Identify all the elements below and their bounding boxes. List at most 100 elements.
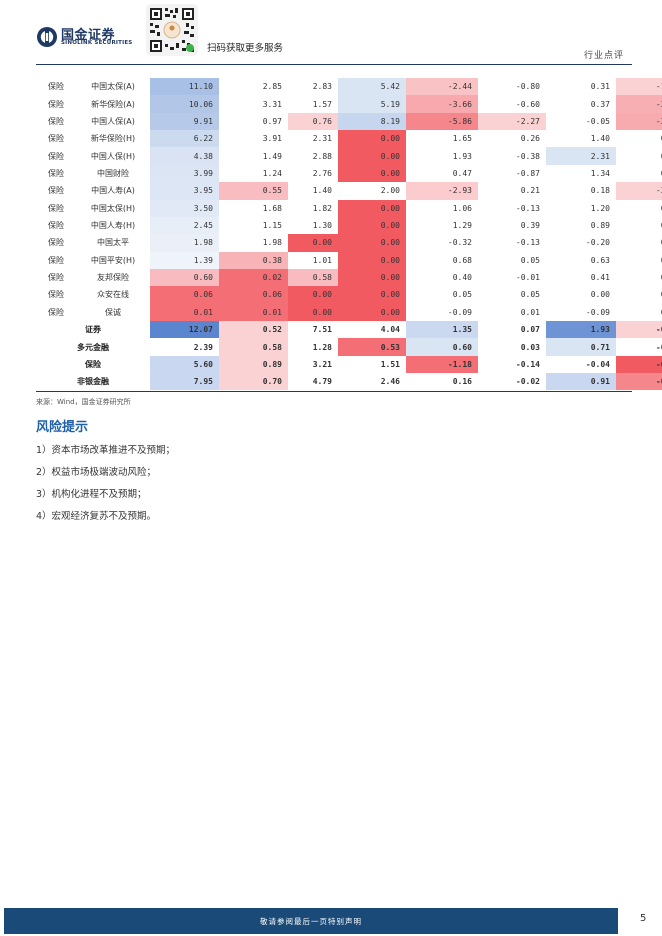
cell-value: 0.00	[616, 303, 662, 322]
cell-value: -0.20	[546, 234, 616, 252]
cell-value: 0.00	[616, 164, 662, 183]
table-body: 保险 中国太保(A) 11.10 2.85 2.83 5.42 -2.44 -0.80 0.31…	[36, 78, 662, 391]
cell-sector: 保险	[48, 151, 64, 161]
cell-value: 2.45	[150, 216, 219, 235]
cell-value: 0.70	[219, 373, 288, 391]
cell-value: 0.26	[478, 130, 546, 148]
cell-value: 3.91	[219, 130, 288, 148]
cell-value: 6.22	[150, 130, 219, 148]
cell-value: 12.07	[150, 321, 219, 339]
table-row: 保险中国太平1.981.980.000.00-0.32-0.13-0.200.0…	[36, 234, 662, 252]
cell-value: 1.06	[406, 199, 478, 217]
footer-disclaimer[interactable]: 敬请参阅最后一页特别声明	[260, 917, 362, 926]
cell-value: 0.00	[616, 216, 662, 235]
cell-value: 5.42	[338, 78, 406, 96]
cell-value: 0.00	[616, 234, 662, 252]
table-summary-row: 非银金融 7.950.704.792.460.16-0.020.91-0.73	[36, 373, 662, 391]
cell-value: 2.85	[219, 78, 288, 96]
cell-value: 0.06	[150, 286, 219, 304]
cell-value: 0.01	[478, 303, 546, 322]
cell-value: 0.97	[219, 112, 288, 131]
company-name-en: SINOLINK SECURITIES	[61, 40, 133, 46]
cell-value: 1.34	[546, 164, 616, 183]
company-logo[interactable]: 国金证券 SINOLINK SECURITIES	[36, 24, 136, 50]
cell-value: 1.24	[219, 164, 288, 183]
risk-item-2: 2）权益市场极端波动风险；	[36, 467, 157, 478]
cell-value: 1.68	[219, 199, 288, 217]
cell-value: -0.73	[616, 373, 662, 391]
cell-value: 0.55	[219, 182, 288, 200]
sinolink-logo-icon	[37, 27, 57, 47]
cell-value: -3.66	[406, 95, 478, 113]
cell-value: -3.33	[616, 182, 662, 200]
cell-value: 0.00	[616, 130, 662, 148]
cell-stock-name: 中国人寿(A)	[91, 186, 135, 196]
cell-value: -0.38	[478, 147, 546, 165]
cell-value: 0.40	[406, 268, 478, 287]
cell-value: 2.31	[288, 130, 338, 148]
cell-value: -0.13	[478, 199, 546, 217]
cell-value: 3.99	[150, 164, 219, 183]
cell-value: -0.32	[406, 234, 478, 252]
page-number: 5	[640, 913, 647, 924]
cell-value: 8.19	[338, 112, 406, 131]
cell-stock-name: 保诚	[105, 307, 121, 317]
cell-value: 0.00	[616, 286, 662, 304]
cell-value: 4.38	[150, 147, 219, 165]
cell-stock-name: 新华保险(H)	[90, 134, 136, 144]
cell-value: 0.00	[288, 286, 338, 304]
cell-sector: 保险	[48, 221, 64, 231]
cell-value: 0.07	[478, 321, 546, 339]
cell-value: 1.39	[150, 251, 219, 269]
cell-value: -0.09	[546, 303, 616, 322]
risk-list: 1）资本市场改革推进不及预期； 2）权益市场极端波动风险； 3）机构化进程不及预…	[36, 445, 175, 533]
qr-code-icon[interactable]	[146, 4, 198, 56]
cell-value: -0.05	[546, 112, 616, 131]
cell-stock-name: 中国平安(H)	[90, 255, 136, 265]
table-bottom-rule	[36, 391, 632, 392]
cell-value: 0.63	[546, 251, 616, 269]
cell-value: 0.01	[219, 303, 288, 322]
cell-value: -0.01	[478, 268, 546, 287]
cell-value: 0.00	[338, 303, 406, 322]
table-row: 保险 中国人寿(A) 3.950.551.402.00-2.930.210.18-3…	[36, 182, 662, 200]
cell-value: -3.53	[616, 112, 662, 131]
cell-value: 3.95	[150, 182, 219, 200]
cell-value: 2.88	[288, 147, 338, 165]
table-row: 保险中国人寿(H)2.451.151.300.001.290.390.890.0…	[36, 216, 662, 235]
cell-value: 1.98	[219, 234, 288, 252]
cell-industry-label: 非银金融	[77, 377, 109, 387]
cell-value: 0.00	[338, 199, 406, 217]
cell-industry-label: 多元金融	[77, 342, 109, 352]
cell-value: 0.41	[546, 268, 616, 287]
cell-value: 0.18	[546, 182, 616, 200]
cell-stock-name: 中国太保(A)	[91, 82, 135, 92]
cell-value: -3.43	[616, 95, 662, 113]
cell-value: 0.00	[616, 147, 662, 165]
table-row: 保险 中国太保(A) 11.10 2.85 2.83 5.42 -2.44 -0.80 0.31…	[36, 78, 662, 96]
table-row: 保险中国太保(H)3.501.681.820.001.06-0.131.200.…	[36, 199, 662, 217]
cell-value: 0.53	[338, 338, 406, 356]
cell-sector: 保险	[48, 168, 64, 178]
cell-value: 1.30	[288, 216, 338, 235]
cell-value: 0.60	[406, 338, 478, 356]
cell-value: -0.60	[478, 95, 546, 113]
cell-value: 0.00	[338, 251, 406, 269]
cell-value: 4.04	[338, 321, 406, 339]
cell-value: 0.60	[150, 268, 219, 287]
cell-value: -0.04	[546, 355, 616, 374]
cell-value: -1.18	[406, 355, 478, 374]
cell-value: 3.50	[150, 199, 219, 217]
cell-value: 0.00	[288, 303, 338, 322]
cell-value: 0.68	[406, 251, 478, 269]
cell-value: 3.31	[219, 95, 288, 113]
cell-value: 0.89	[546, 216, 616, 235]
cell-value: 2.46	[338, 373, 406, 391]
cell-stock-name: 新华保险(A)	[91, 99, 135, 109]
cell-value: 0.47	[406, 164, 478, 183]
cell-value: 1.15	[219, 216, 288, 235]
cell-value: 0.03	[478, 338, 546, 356]
cell-value: 2.00	[338, 182, 406, 200]
cell-stock-name: 友邦保险	[97, 273, 129, 283]
